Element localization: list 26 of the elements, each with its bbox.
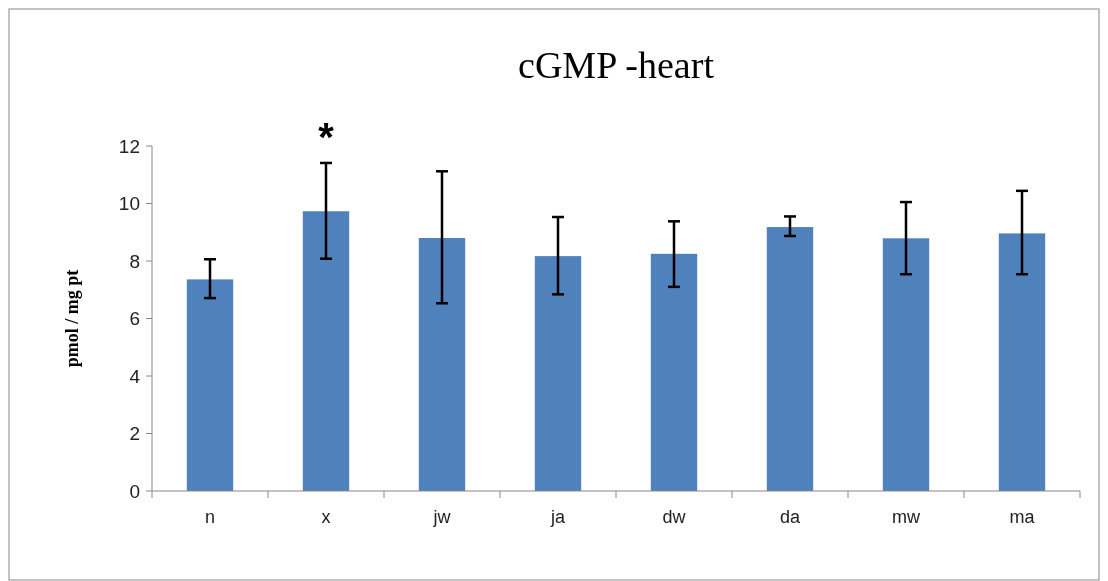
bar	[302, 211, 350, 491]
x-tick-label: dw	[662, 507, 687, 527]
x-tick-label: ma	[1009, 507, 1036, 527]
bar	[998, 233, 1046, 491]
y-tick-label: 0	[129, 480, 140, 502]
bar	[882, 238, 930, 491]
x-tick-label: x	[321, 507, 331, 527]
x-tick-label: n	[204, 507, 216, 527]
y-tick-label: 8	[129, 250, 140, 272]
bar	[186, 279, 234, 491]
x-tick-label: mw	[892, 507, 921, 527]
y-tick-label: 4	[129, 365, 141, 387]
chart-title: cGMP -heart	[518, 44, 715, 86]
y-tick-label: 6	[129, 308, 140, 330]
annotation: *	[318, 114, 335, 159]
bar	[650, 253, 698, 491]
y-tick-label: 2	[129, 423, 140, 445]
bar	[766, 227, 814, 491]
y-tick-label: 12	[118, 135, 140, 157]
y-axis-title: pmol / mg pt	[62, 269, 82, 368]
bar	[418, 238, 466, 491]
x-tick-label: jw	[432, 507, 452, 527]
x-tick-label: da	[779, 507, 801, 527]
y-tick-label: 10	[118, 193, 140, 215]
bar	[534, 256, 582, 491]
x-tick-label: ja	[549, 507, 566, 527]
